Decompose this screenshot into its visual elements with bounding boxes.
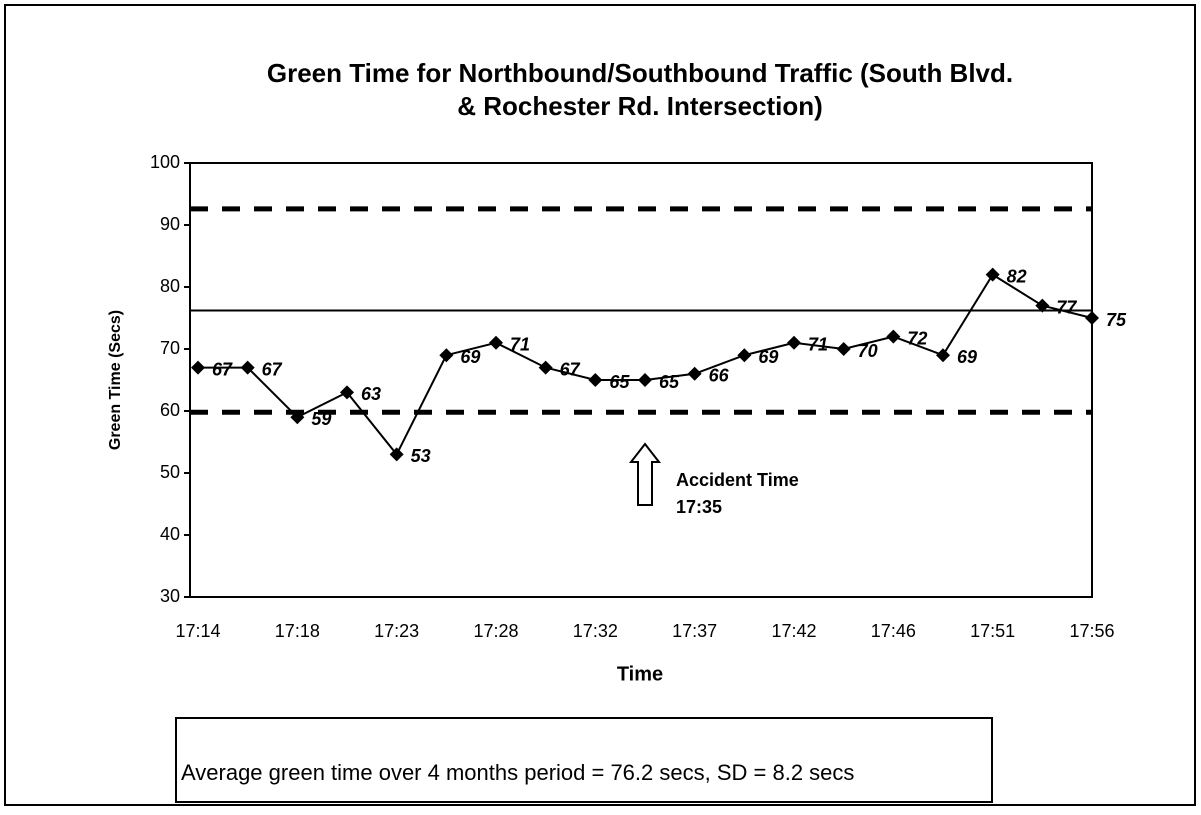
data-label: 75 [1106,310,1127,330]
x-tick-label: 17:18 [275,621,320,641]
x-tick-label: 17:32 [573,621,618,641]
data-marker [787,335,801,350]
data-marker [985,267,1000,282]
data-marker [1035,298,1050,313]
annotation: Accident Time [676,470,799,490]
data-label: 67 [560,359,581,379]
data-label: 59 [311,409,331,429]
y-tick-label: 60 [160,400,180,420]
y-axis-label: Green Time (Secs) [107,310,124,450]
data-marker [538,360,553,375]
caption: Average green time over 4 months period … [181,760,855,785]
x-tick-label: 17:28 [473,621,518,641]
data-marker [588,373,603,387]
data-label: 82 [1007,266,1027,286]
data-label: 65 [659,372,680,392]
data-label: 72 [907,328,927,348]
data-marker [687,366,702,381]
x-tick-label: 17:23 [374,621,419,641]
accident-arrow [628,442,662,506]
data-label: 65 [609,372,630,392]
y-tick-label: 40 [160,524,180,544]
data-label: 77 [1056,297,1077,317]
data-label: 69 [460,347,480,367]
y-tick-label: 90 [160,214,180,234]
data-label: 71 [510,335,530,355]
data-marker [240,360,255,375]
data-label: 66 [709,366,730,386]
data-marker [836,342,851,356]
x-tick-label: 17:42 [771,621,816,641]
data-marker [439,348,454,363]
y-tick-label: 80 [160,276,180,296]
data-marker [340,385,354,400]
data-marker [886,329,901,344]
data-marker [191,360,205,375]
caption-box: Average green time over 4 months period … [175,717,993,803]
chart-title: Green Time for Northbound/Southbound Tra… [267,58,1013,121]
y-tick-label: 30 [160,586,180,606]
data-marker [489,335,503,350]
data-marker [638,373,652,387]
data-label: 70 [858,341,878,361]
x-axis-label: Time [617,663,663,685]
x-tick-label: 17:51 [970,621,1015,641]
y-tick-label: 50 [160,462,180,482]
data-marker [1085,311,1099,325]
y-tick-label: 70 [160,338,180,358]
data-label: 69 [758,347,778,367]
annotation: 17:35 [676,497,722,517]
x-tick-label: 17:14 [175,621,220,641]
x-tick-label: 17:56 [1069,621,1114,641]
data-label: 71 [808,335,828,355]
frame [4,4,1196,806]
plot-area [189,162,1093,598]
data-marker [389,447,404,462]
data-label: 69 [957,347,977,367]
data-marker [290,410,305,425]
x-tick-label: 17:46 [871,621,916,641]
y-tick-label: 100 [150,152,180,172]
data-label: 63 [361,384,381,404]
data-marker [737,348,752,363]
data-marker [936,348,950,363]
data-label: 67 [262,359,283,379]
data-label: 67 [212,359,233,379]
data-label: 53 [411,446,431,466]
x-tick-label: 17:37 [672,621,717,641]
